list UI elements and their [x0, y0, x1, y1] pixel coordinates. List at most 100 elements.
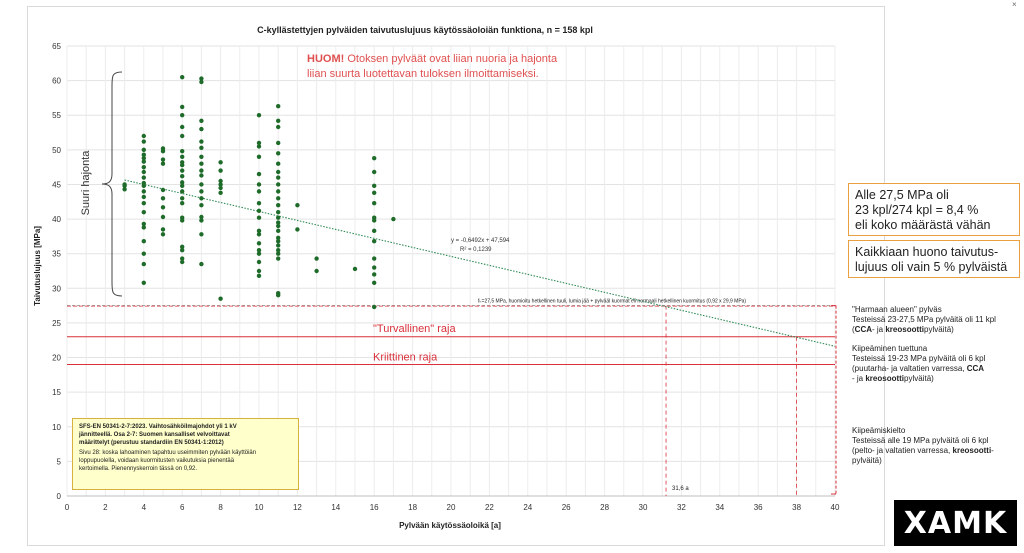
below-limit-line-2: 23 kpl/274 kpl = 8,4 %	[855, 203, 979, 217]
data-point	[314, 256, 319, 261]
data-point	[256, 215, 262, 220]
data-point	[276, 196, 281, 201]
data-point	[180, 133, 185, 139]
data-point	[218, 296, 223, 301]
data-point	[256, 259, 262, 265]
climbing-forbidden-zone-label: Kiipeämiskielto Testeissä alle 19 MPa py…	[852, 426, 1022, 466]
data-point	[141, 261, 146, 267]
data-point	[160, 161, 166, 166]
logo-text: XAMK	[903, 505, 1008, 541]
climbing-supported-line-1: Testeissä 19-23 MPa pylväitä oli 6 kpl	[852, 354, 986, 363]
data-point	[276, 290, 281, 296]
age-marker-label: 31,6 a	[672, 486, 689, 492]
data-point	[276, 256, 281, 261]
x-tick-label: 36	[754, 503, 763, 512]
data-point	[199, 118, 204, 123]
data-point	[199, 261, 204, 267]
data-point	[276, 239, 281, 244]
data-point	[372, 228, 377, 234]
data-point	[160, 227, 166, 232]
data-point	[180, 200, 185, 206]
trend-r2: R² = 0,1239	[460, 247, 492, 253]
y-tick-label: 65	[52, 42, 61, 51]
grey-area-line-2: (CCA- ja kreosoottipylväitä)	[852, 325, 954, 334]
data-point	[256, 154, 262, 159]
data-point	[180, 248, 185, 253]
data-point	[276, 161, 281, 166]
trendline-layer	[124, 179, 836, 347]
x-tick-label: 0	[65, 503, 70, 512]
chart-title: C-kyllästettyjen pylväiden taivutuslujuu…	[257, 25, 593, 35]
data-point	[199, 196, 204, 201]
data-point	[141, 200, 146, 206]
data-point	[218, 185, 223, 191]
x-tick-label: 4	[142, 503, 147, 512]
data-point	[276, 248, 281, 253]
data-point	[372, 272, 377, 277]
data-point	[372, 190, 377, 195]
y-tick-label: 50	[52, 146, 61, 155]
data-point	[141, 280, 146, 285]
data-point	[199, 168, 204, 173]
y-axis-label: Taivutuslujuus [MPa]	[33, 226, 42, 306]
data-point	[180, 124, 185, 130]
data-point	[199, 76, 204, 81]
data-point	[218, 168, 223, 173]
data-point	[372, 200, 377, 206]
data-point	[199, 154, 204, 159]
x-tick-label: 30	[639, 503, 648, 512]
reference-lines: fₖ=27,5 MPa, huomioitu hetkellinen tuuli…	[67, 299, 837, 496]
data-point	[372, 215, 377, 220]
data-point	[141, 164, 146, 170]
warning-rest: Otoksen pylväät ovat liian nuoria ja haj…	[344, 53, 558, 65]
data-point	[141, 133, 146, 139]
spread-brace	[101, 71, 123, 297]
data-point	[160, 196, 166, 201]
data-point	[218, 182, 223, 187]
data-point	[372, 256, 377, 261]
below-limit-line-3: eli koko määrästä vähän	[855, 218, 991, 232]
standard-body-3: kertoimella. Pienennyskerroin tässä on 0…	[79, 466, 198, 472]
data-point	[276, 215, 281, 220]
y-tick-label: 40	[52, 215, 61, 224]
data-point	[160, 157, 166, 162]
data-point	[372, 304, 377, 310]
data-point	[180, 244, 185, 249]
data-point	[276, 243, 281, 248]
x-tick-label: 20	[447, 503, 456, 512]
data-point	[256, 268, 262, 274]
data-point	[256, 200, 262, 206]
data-point	[141, 239, 146, 244]
standard-title-3: määrittelyt (perustuu standardiin EN 503…	[79, 440, 224, 446]
grey-area-line-1: Testeissä 23-27,5 MPa pylväitä oli 11 kp…	[852, 315, 996, 324]
data-point	[180, 259, 185, 265]
data-point	[295, 203, 300, 208]
x-tick-label: 38	[792, 503, 801, 512]
spread-label: Suuri hajonta	[80, 150, 92, 216]
data-point	[180, 189, 185, 194]
data-point	[199, 214, 204, 220]
data-point	[180, 256, 185, 261]
data-point	[160, 232, 166, 237]
data-point	[276, 175, 281, 180]
data-point	[160, 205, 166, 210]
data-point	[256, 208, 262, 213]
data-point	[256, 251, 262, 256]
data-point	[199, 145, 204, 150]
data-point	[199, 182, 204, 187]
data-point	[199, 189, 204, 194]
data-point	[256, 248, 262, 253]
data-point	[180, 154, 185, 159]
data-point	[141, 194, 146, 200]
critical-limit-label: Kriittinen raja	[373, 351, 438, 363]
warning-bold: HUOM!	[307, 53, 344, 65]
standard-title-2: jännitteellä. Osa 2-7: Suomen kansallise…	[79, 432, 230, 438]
x-tick-label: 16	[370, 503, 379, 512]
x-tick-label: 34	[715, 503, 724, 512]
data-point	[199, 126, 204, 132]
data-point	[256, 273, 262, 279]
data-point	[199, 161, 204, 166]
data-point	[314, 268, 319, 274]
